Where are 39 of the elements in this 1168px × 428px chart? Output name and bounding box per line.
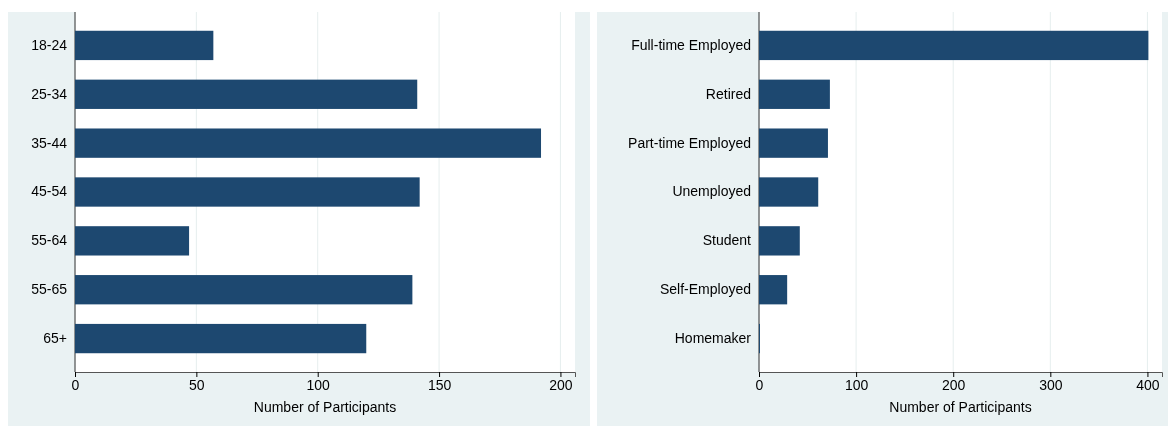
y-tick-label: Student: [702, 232, 752, 249]
x-axis-title: Number of Participants: [889, 399, 1032, 415]
y-tick-label: Unemployed: [672, 183, 751, 200]
bar: [75, 226, 190, 256]
bar: [759, 177, 819, 207]
bar: [75, 79, 418, 109]
x-tick-label: 200: [549, 376, 573, 393]
y-tick-label: 18-24: [31, 36, 68, 53]
x-tick-label: 300: [1039, 376, 1063, 393]
x-tick-label: 0: [755, 376, 764, 393]
y-tick-label: 25-34: [31, 85, 68, 102]
bar: [75, 177, 420, 207]
x-tick-label: 50: [189, 376, 205, 393]
y-tick-label: Self-Employed: [659, 281, 751, 298]
bar: [75, 323, 367, 354]
y-tick-label: 55-65: [31, 281, 68, 298]
x-tick-label: 0: [71, 376, 80, 393]
bar: [75, 128, 542, 158]
x-tick-label: 100: [844, 376, 869, 393]
x-tick-label: 200: [942, 376, 966, 393]
x-tick-label: 150: [427, 376, 452, 393]
bar: [759, 79, 830, 109]
y-tick-label: 55-64: [31, 232, 68, 249]
bar: [759, 128, 828, 158]
bar: [75, 30, 214, 61]
x-axis-title: Number of Participants: [253, 399, 397, 415]
y-tick-label: Retired: [705, 85, 751, 102]
bar: [759, 30, 1149, 61]
y-tick-label: 45-54: [31, 183, 68, 200]
bar: [75, 275, 413, 305]
x-tick-label: 400: [1136, 376, 1160, 393]
bar: [759, 275, 788, 305]
bar: [759, 226, 800, 256]
y-tick-label: Homemaker: [674, 330, 752, 347]
y-tick-label: 35-44: [31, 134, 68, 151]
y-tick-label: 65+: [43, 330, 67, 347]
x-tick-label: 100: [306, 376, 331, 393]
y-tick-label: Part-time Employed: [628, 134, 751, 151]
y-tick-label: Full-time Employed: [631, 36, 751, 53]
